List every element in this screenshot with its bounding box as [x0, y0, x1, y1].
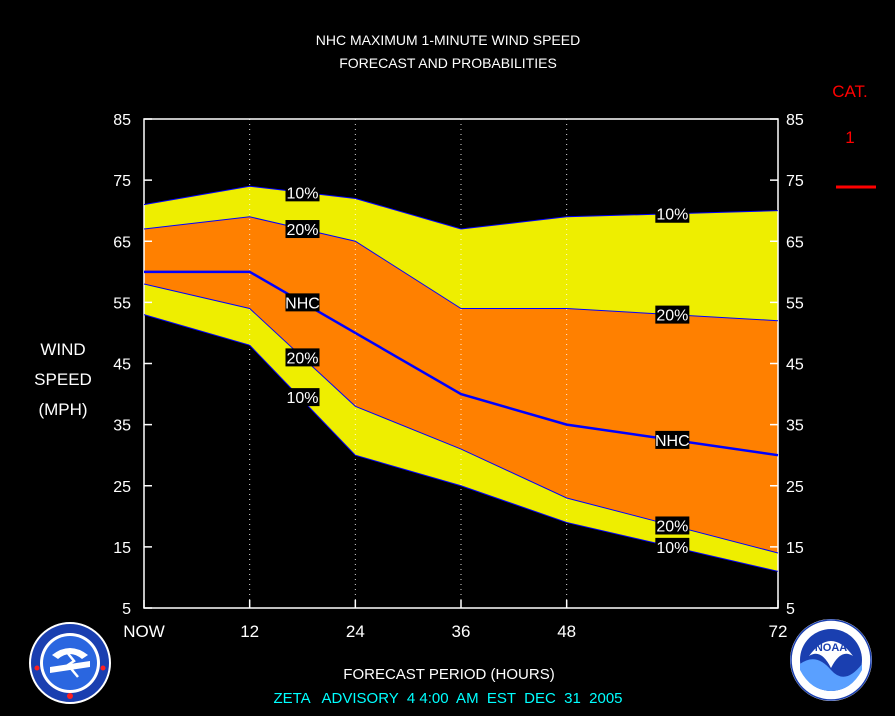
line-label: 10%	[656, 540, 688, 557]
band-edge-line	[143, 216, 779, 322]
y-tick-label-right: 55	[786, 295, 804, 312]
band-edge-line	[143, 185, 779, 230]
line-labels: 10% 20% NHC 20% 10% 10% 20% NHC 20% 10%	[285, 183, 690, 557]
y-tick-labels-right: 5 15 25 35 45 55 65 75 85	[786, 112, 804, 618]
line-label: 20%	[656, 518, 688, 535]
band-edge-line	[143, 283, 779, 554]
advisory-text: ZETA ADVISORY 4 4:00 AM EST DEC 31 2005	[273, 690, 622, 707]
x-tick-label: NOW	[123, 622, 165, 641]
y-axis-label-line-1: WIND	[40, 340, 85, 359]
y-tick-label-right: 45	[786, 357, 804, 374]
x-tick-label: 72	[769, 622, 788, 641]
y-tick-label-left: 5	[122, 601, 131, 618]
y-tick-label-left: 75	[113, 173, 131, 190]
y-axis-label-line-3: (MPH)	[38, 400, 87, 419]
line-label-box	[285, 388, 320, 407]
x-axis-label: FORECAST PERIOD (HOURS)	[343, 666, 554, 683]
chart-title-line-2: FORECAST AND PROBABILITIES	[339, 55, 557, 71]
line-label: 20%	[656, 308, 688, 325]
y-tick-label-left: 15	[113, 540, 131, 557]
x-tick-label: 12	[240, 622, 259, 641]
line-label-box	[285, 183, 320, 202]
line-label-box	[655, 537, 690, 556]
line-label-box	[655, 204, 690, 223]
x-tick-label: 24	[346, 622, 365, 641]
line-label: NHC	[285, 295, 320, 312]
chart-title-line-1: NHC MAXIMUM 1-MINUTE WIND SPEED	[316, 32, 580, 48]
x-tick-labels: NOW 12 24 36 48 72	[123, 622, 787, 641]
line-label-box	[285, 220, 320, 239]
noaa-logo-icon: NOAA	[790, 619, 872, 701]
category-label: CAT.	[832, 82, 868, 101]
y-tick-label-left: 85	[113, 112, 131, 129]
y-tick-label-right: 75	[786, 173, 804, 190]
y-tick-label-right: 65	[786, 234, 804, 251]
line-label: NHC	[655, 433, 690, 450]
line-label-box	[655, 430, 690, 449]
y-tick-label-left: 25	[113, 479, 131, 496]
category-value: 1	[845, 128, 854, 147]
y-tick-label-left: 45	[113, 357, 131, 374]
line-label: 20%	[286, 350, 318, 367]
line-label: 10%	[656, 207, 688, 224]
y-axis-label-line-2: SPEED	[34, 370, 92, 389]
line-label-box	[655, 305, 690, 324]
x-tick-label: 36	[452, 622, 471, 641]
nhc-forecast-line	[144, 270, 779, 457]
nhc-line-group	[143, 185, 779, 572]
line-label: 10%	[286, 390, 318, 407]
y-tick-label-right: 85	[786, 112, 804, 129]
y-tick-label-left: 65	[113, 234, 131, 251]
y-tick-label-left: 55	[113, 295, 131, 312]
line-label-box	[655, 516, 690, 535]
line-label-box	[285, 293, 320, 312]
nws-logo-icon	[29, 622, 111, 704]
y-tick-label-right: 25	[786, 479, 804, 496]
y-tick-labels-left: 5 15 25 35 45 55 65 75 85	[113, 112, 131, 618]
y-tick-label-left: 35	[113, 418, 131, 435]
axis-ticks	[143, 118, 779, 609]
x-tick-label: 48	[557, 622, 576, 641]
band-edge-line	[143, 314, 779, 572]
line-label: 10%	[286, 185, 318, 202]
line-label: 20%	[286, 222, 318, 239]
y-tick-label-right: 15	[786, 540, 804, 557]
y-tick-label-right: 5	[786, 601, 795, 618]
y-tick-label-right: 35	[786, 418, 804, 435]
noaa-logo-text: NOAA	[815, 642, 847, 654]
line-label-box	[285, 348, 320, 367]
